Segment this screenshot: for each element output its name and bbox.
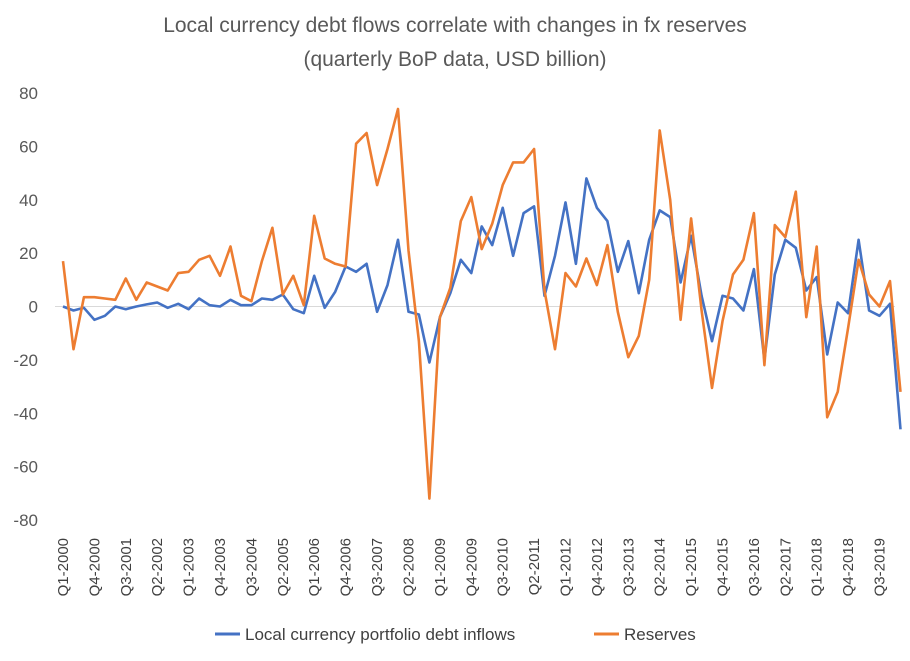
x-tick-label: Q2-2011 [526, 538, 543, 595]
x-tick-label: Q2-2002 [149, 538, 166, 596]
y-tick-label: -60 [13, 458, 38, 477]
x-axis-tick-labels: Q1-2000 Q4-2000 Q3-2001 Q2-2002 Q1-2003 Q4-20… [55, 538, 889, 596]
chart-subtitle: (quarterly BoP data, USD billion) [303, 48, 606, 71]
series-line-reserves [61, 107, 902, 500]
x-tick-label: Q2-2008 [400, 538, 417, 596]
x-tick-label: Q1-2003 [181, 538, 198, 596]
x-tick-label: Q4-2012 [589, 538, 606, 596]
y-tick-label: 0 [29, 298, 38, 317]
y-axis-tick-labels: 80 60 40 20 0 -20 -40 -60 -80 [13, 84, 38, 530]
legend-label-inflows: Local currency portfolio debt inflows [245, 625, 515, 644]
x-tick-label: Q3-2010 [495, 538, 512, 596]
x-tick-label: Q3-2004 [243, 538, 260, 596]
x-tick-label: Q3-2016 [746, 538, 763, 596]
y-tick-label: 60 [19, 137, 38, 156]
x-tick-label: Q1-2012 [557, 538, 574, 596]
series-lines [61, 107, 902, 500]
legend-label-reserves: Reserves [624, 625, 696, 644]
x-tick-label: Q1-2000 [55, 538, 72, 596]
x-tick-label: Q4-2003 [212, 538, 229, 596]
x-tick-label: Q3-2013 [620, 538, 637, 596]
x-tick-label: Q1-2006 [306, 538, 323, 596]
x-tick-label: Q4-2000 [86, 538, 103, 596]
x-tick-label: Q2-2005 [275, 538, 292, 596]
legend: Local currency portfolio debt inflows Re… [215, 625, 696, 644]
series-line-inflows [62, 177, 902, 430]
x-tick-label: Q1-2018 [809, 538, 826, 596]
x-tick-label: Q2-2014 [652, 538, 669, 596]
x-tick-label: Q4-2009 [463, 538, 480, 596]
x-tick-label: Q4-2015 [715, 538, 732, 596]
x-tick-label: Q4-2006 [338, 538, 355, 596]
y-tick-label: -20 [13, 351, 38, 370]
x-tick-label: Q2-2017 [777, 538, 794, 596]
x-tick-label: Q1-2009 [432, 538, 449, 596]
x-tick-label: Q3-2007 [369, 538, 386, 596]
y-tick-label: 80 [19, 84, 38, 103]
y-tick-label: -80 [13, 511, 38, 530]
x-tick-label: Q3-2019 [872, 538, 889, 596]
y-tick-label: 20 [19, 244, 38, 263]
x-tick-label: Q3-2001 [118, 538, 135, 596]
x-tick-label: Q1-2015 [683, 538, 700, 596]
chart-title: Local currency debt flows correlate with… [163, 14, 747, 37]
y-tick-label: 40 [19, 191, 38, 210]
x-tick-label: Q4-2018 [840, 538, 857, 596]
y-tick-label: -40 [13, 404, 38, 423]
